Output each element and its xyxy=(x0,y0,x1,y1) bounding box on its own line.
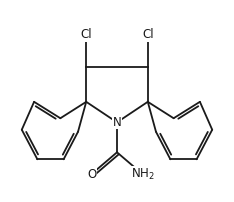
Text: O: O xyxy=(87,167,96,181)
Text: NH$_2$: NH$_2$ xyxy=(131,166,154,182)
Text: N: N xyxy=(113,116,121,129)
Text: Cl: Cl xyxy=(142,28,154,41)
Text: Cl: Cl xyxy=(80,28,92,41)
